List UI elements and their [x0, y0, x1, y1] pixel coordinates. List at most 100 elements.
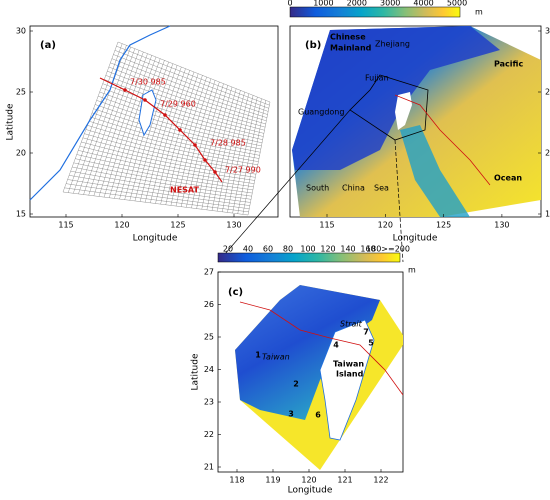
colorbar-tick-label: 20: [223, 245, 233, 254]
x-tick-label: 118: [229, 476, 244, 485]
taiwan-island: [138, 89, 157, 137]
grid-line: [111, 58, 268, 115]
y-tick-label: 25: [16, 88, 26, 97]
shelf: [235, 285, 380, 420]
x-axis-label: Longitude: [133, 234, 178, 244]
grid-line: [222, 93, 250, 212]
y-axis-label: Latitude: [191, 353, 201, 391]
panel-label: (b): [305, 40, 321, 51]
panel-frame: [29, 25, 279, 218]
y-tick-label: 15: [545, 210, 550, 219]
place-label: Taiwan: [262, 353, 290, 362]
typhoon-track: [394, 94, 491, 186]
grid-line: [247, 101, 271, 216]
place-label: Pacific: [494, 60, 523, 69]
colorbar-tick-label: 5000: [447, 0, 467, 8]
station-label: 7: [363, 328, 369, 337]
y-tick-label: 15: [16, 210, 26, 219]
colorbar-tick-label: 4000: [413, 0, 433, 8]
grid-line: [237, 98, 262, 214]
colorbar: [289, 6, 461, 18]
track-label: 7/30 985: [130, 78, 166, 87]
place-label: Strait: [340, 320, 363, 329]
typhoon-name: NESAT: [170, 186, 199, 195]
grid-line: [227, 95, 254, 213]
colorbar-unit: m: [408, 266, 416, 275]
track-points: [123, 88, 217, 174]
x-tick-label: 120: [378, 221, 393, 230]
y-tick-label: 30: [16, 27, 26, 36]
y-tick-label: 25: [545, 88, 550, 97]
place-label: Zhejiang: [375, 40, 410, 49]
colorbar-tick-label: 1000: [313, 0, 333, 8]
taiwan-island: [319, 319, 375, 441]
colorbar-unit: m: [475, 8, 483, 17]
place-label: Sea: [374, 184, 389, 193]
x-tick-label: 125: [436, 221, 451, 230]
colorbar-tick-label: 40: [243, 245, 253, 254]
place-label: Chinese: [330, 33, 366, 42]
colorbar-tick-label: 120: [320, 245, 335, 254]
x-tick-label: 120: [114, 221, 129, 230]
y-tick-label: 22: [204, 430, 214, 439]
y-axis-label: Latitude: [6, 103, 16, 141]
stations: 1 2 3 4 5 6 7: [255, 328, 374, 420]
y-tick-label: 20: [16, 149, 26, 158]
x-tick-label: 125: [170, 221, 185, 230]
y-tick-label: 21: [204, 463, 214, 472]
x-tick-label: 121: [337, 476, 352, 485]
connector: [394, 139, 404, 263]
taiwan-island: [395, 92, 412, 130]
colorbar-tick-label: 2000: [347, 0, 367, 8]
colorbar-tick-label: 160: [360, 245, 375, 254]
track-label: 7/29 960: [160, 100, 196, 109]
x-tick-label: 130: [494, 221, 509, 230]
colorbar-tick-label: 0: [287, 0, 292, 8]
y-tick-label: 25: [204, 333, 214, 342]
place-label: South: [306, 184, 329, 193]
colorbar: [217, 252, 401, 263]
colorbar-tick-label: 80: [283, 245, 293, 254]
colorbar-tick-label: 60: [263, 245, 273, 254]
model-grid: [62, 41, 271, 216]
typhoon-track: [239, 301, 404, 396]
grid-line: [113, 54, 269, 112]
y-tick-label: 27: [204, 268, 214, 277]
bathymetry: [400, 125, 470, 217]
grid-line: [242, 100, 266, 215]
place-label: China: [342, 184, 365, 193]
panel-label: (c): [228, 287, 243, 298]
place-label: Ocean: [494, 174, 522, 183]
colorbar-tick-label: 100: [300, 245, 315, 254]
colorbar-tick-label: 3000: [380, 0, 400, 8]
x-tick-label: 130: [226, 221, 241, 230]
grid-line: [114, 50, 269, 109]
grid-line: [116, 46, 270, 106]
connector: [217, 109, 351, 263]
track-label: 7/27 990: [225, 166, 261, 175]
y-tick-label: 20: [545, 149, 550, 158]
place-label: Island: [336, 370, 364, 379]
grid-line: [117, 41, 271, 103]
x-tick-label: 115: [319, 221, 334, 230]
shelf: [292, 26, 500, 170]
place-label: Taiwan: [333, 360, 364, 369]
place-label: Fujian: [365, 74, 389, 83]
x-tick-label: 119: [265, 476, 280, 485]
colorbar-tick-label: 140: [340, 245, 355, 254]
x-tick-label: 120: [301, 476, 316, 485]
y-tick-label: 23: [204, 398, 214, 407]
track-label: 7/28 985: [210, 139, 246, 148]
station-label: 2: [293, 380, 299, 389]
x-tick-label: 122: [373, 476, 388, 485]
grid-line: [108, 66, 267, 122]
colorbar-tick-label: 180>=200: [366, 245, 410, 254]
grid-line: [110, 62, 267, 118]
x-tick-label: 115: [58, 221, 73, 230]
station-label: 5: [368, 339, 374, 348]
x-axis-label: Longitude: [288, 486, 333, 496]
panel-label: (a): [40, 40, 56, 51]
coastline: [29, 25, 171, 201]
y-tick-label: 26: [204, 300, 214, 309]
